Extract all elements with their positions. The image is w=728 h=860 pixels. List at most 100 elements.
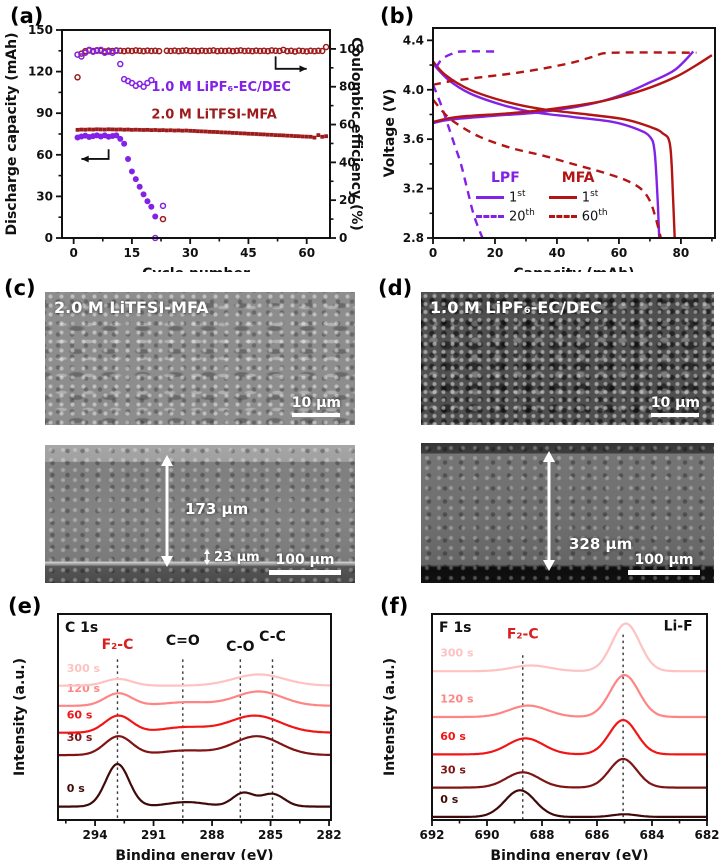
svg-text:0 s: 0 s — [67, 782, 85, 795]
svg-text:80: 80 — [339, 80, 356, 94]
thickness-arrow-lpf — [543, 451, 555, 571]
panel-d: (d) 1.0 M LiPF₆-EC/DEC 10 μm 328 μm 100 … — [364, 270, 728, 588]
svg-text:60: 60 — [298, 246, 315, 260]
svg-text:C=O: C=O — [166, 633, 200, 649]
svg-text:F₂-C: F₂-C — [507, 627, 539, 643]
svg-text:0 s: 0 s — [440, 793, 458, 806]
svg-text:20: 20 — [339, 193, 356, 207]
svg-text:30: 30 — [182, 246, 199, 260]
thickness-arrow-mfa — [161, 455, 173, 567]
svg-text:300 s: 300 s — [67, 662, 101, 675]
svg-text:30 s: 30 s — [440, 763, 466, 776]
svg-text:Binding energy (eV): Binding energy (eV) — [490, 848, 648, 860]
svg-text:Discharge capacity (mAh): Discharge capacity (mAh) — [4, 33, 20, 236]
svg-text:686: 686 — [584, 828, 609, 842]
mfa-solid-line-swatch — [548, 196, 577, 199]
svg-text:294: 294 — [83, 828, 108, 842]
legend-col-mfa: MFA 1st 60th — [548, 170, 608, 226]
svg-text:60: 60 — [339, 118, 356, 132]
sem-surface-lpf-scalebar: 10 μm — [651, 395, 700, 417]
svg-text:690: 690 — [474, 828, 499, 842]
svg-text:Intensity (a.u.): Intensity (a.u.) — [12, 658, 28, 776]
svg-text:3.2: 3.2 — [403, 182, 424, 196]
svg-text:692: 692 — [419, 828, 444, 842]
panel-e: (e) F₂-C C=O C-O C-C 0 s 30 s 60 s 120 s 300 s 29… — [0, 588, 364, 860]
svg-text:150: 150 — [28, 23, 53, 37]
panel-e-label: (e) — [8, 594, 42, 618]
svg-text:0: 0 — [339, 231, 347, 245]
panel-a: (a) 1.0 M LiPF₆-EC/DEC 2.0 M LiTFSI-MFA 0 1… — [0, 0, 364, 282]
thickness-label-lpf: 328 μm — [569, 535, 633, 553]
legend-entry-lpf-20th: 20th — [476, 207, 535, 226]
panel-b: (b) 020406080Capacity (mAh)2.83.23.64.04… — [364, 0, 728, 282]
sem-surface-lpf: 1.0 M LiPF₆-EC/DEC 10 μm — [421, 292, 714, 425]
legend-header-mfa: MFA — [561, 170, 595, 186]
svg-text:C 1s: C 1s — [65, 620, 98, 636]
lpf-dashed-line-swatch — [476, 215, 504, 218]
svg-text:40: 40 — [339, 155, 356, 169]
svg-text:4.4: 4.4 — [403, 33, 424, 47]
svg-text:F₂-C: F₂-C — [102, 637, 134, 653]
svg-text:300 s: 300 s — [440, 647, 474, 660]
svg-text:0: 0 — [69, 246, 77, 260]
svg-text:45: 45 — [240, 246, 257, 260]
xps-f1s-chart: F₂-C Li-F 0 s 30 s 60 s 120 s 300 s 692 690 688 68… — [382, 613, 720, 860]
svg-text:40: 40 — [549, 246, 566, 260]
panel-c-label: (c) — [4, 276, 36, 300]
svg-text:100: 100 — [339, 42, 364, 56]
svg-text:15: 15 — [124, 246, 141, 260]
sem-cross-section-lpf: 328 μm 100 μm — [421, 443, 714, 583]
svg-text:288: 288 — [200, 828, 225, 842]
thin-layer-label-mfa: 23 μm — [203, 549, 260, 565]
svg-text:60: 60 — [611, 246, 628, 260]
svg-text:120: 120 — [28, 65, 53, 79]
svg-text:2.0 M LiTFSI-MFA: 2.0 M LiTFSI-MFA — [151, 108, 276, 123]
svg-text:80: 80 — [673, 246, 690, 260]
thickness-label-mfa: 173 μm — [185, 500, 249, 518]
svg-text:30 s: 30 s — [67, 731, 93, 744]
svg-text:60: 60 — [36, 148, 53, 162]
lpf-solid-line-swatch — [476, 196, 504, 199]
legend-entry-lpf-1st: 1st — [476, 188, 535, 207]
svg-text:0: 0 — [45, 231, 53, 245]
panel-f-label: (f) — [380, 594, 409, 618]
panel-d-label: (d) — [378, 276, 413, 300]
sem-surface-mfa-label: 2.0 M LiTFSI-MFA — [54, 298, 209, 317]
cycling-performance-chart: 1.0 M LiPF₆-EC/DEC 2.0 M LiTFSI-MFA 0 15 30 4… — [4, 23, 364, 282]
svg-text:282: 282 — [317, 828, 342, 842]
svg-text:Binding energy (eV): Binding energy (eV) — [115, 848, 273, 860]
svg-text:0: 0 — [429, 246, 437, 260]
svg-text:30: 30 — [36, 189, 53, 203]
panel-f: (f) F₂-C Li-F 0 s 30 s 60 s 120 s 300 s 692 690 6… — [364, 588, 728, 860]
svg-text:Voltage (V): Voltage (V) — [382, 89, 398, 178]
sem-surface-lpf-label: 1.0 M LiPF₆-EC/DEC — [430, 298, 602, 317]
panel-a-label: (a) — [10, 4, 44, 28]
panel-b-label: (b) — [380, 4, 415, 28]
voltage-legend: LPF 1st 20th MFA 1st 60th — [476, 170, 608, 226]
mfa-dashed-line-swatch — [548, 215, 577, 218]
sem-cross-mfa-scalebar: 100 μm — [269, 552, 341, 575]
svg-text:C-C: C-C — [259, 629, 286, 645]
svg-text:Coulombic efficiency (%): Coulombic efficiency (%) — [348, 37, 364, 231]
small-double-arrow-icon — [204, 549, 210, 565]
sem-cross-lpf-scalebar: 100 μm — [628, 552, 700, 575]
sem-surface-mfa: 2.0 M LiTFSI-MFA 10 μm — [45, 292, 355, 425]
svg-text:Li-F: Li-F — [664, 618, 693, 634]
legend-header-lpf: LPF — [491, 170, 520, 186]
panel-c: (c) 2.0 M LiTFSI-MFA 10 μm 173 μm 2 — [0, 270, 364, 588]
svg-text:1.0 M LiPF₆-EC/DEC: 1.0 M LiPF₆-EC/DEC — [151, 80, 291, 95]
sem-surface-mfa-scalebar: 10 μm — [292, 395, 341, 417]
svg-text:285: 285 — [258, 828, 283, 842]
svg-text:682: 682 — [694, 828, 719, 842]
svg-text:20: 20 — [487, 246, 504, 260]
legend-col-lpf: LPF 1st 20th — [476, 170, 535, 226]
svg-text:2.8: 2.8 — [403, 231, 424, 245]
svg-text:3.6: 3.6 — [403, 132, 424, 146]
svg-text:60 s: 60 s — [67, 708, 93, 721]
sem-cross-section-mfa: 173 μm 23 μm 100 μm — [45, 445, 355, 583]
svg-text:60 s: 60 s — [440, 730, 466, 743]
legend-entry-mfa-1st: 1st — [548, 188, 608, 207]
legend-entry-mfa-60th: 60th — [548, 207, 608, 226]
